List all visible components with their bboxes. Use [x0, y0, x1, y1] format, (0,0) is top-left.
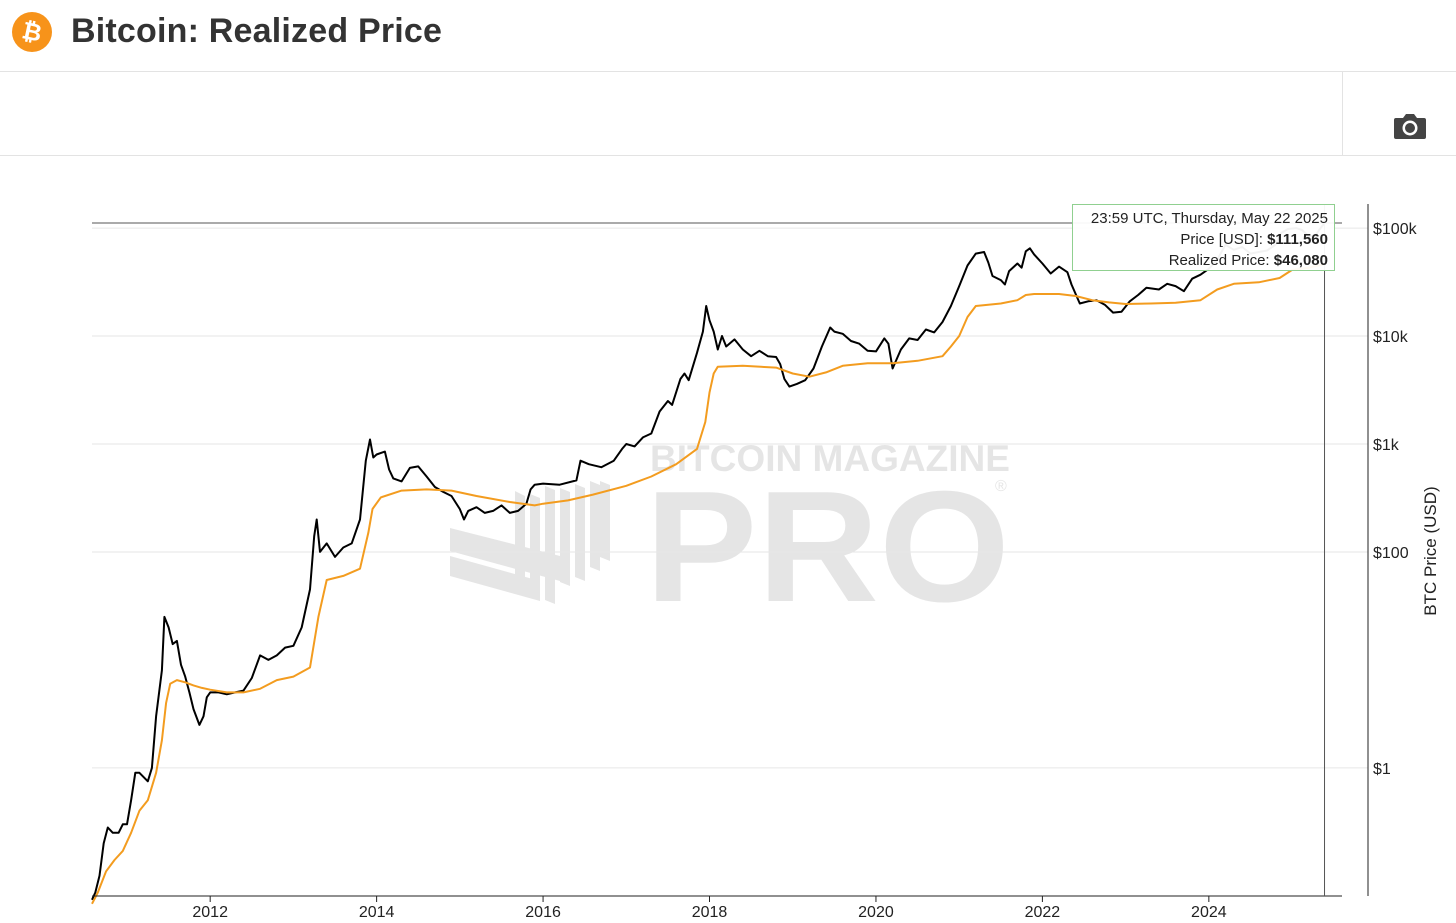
watermark-logo-icon	[450, 481, 610, 604]
tooltip-price: Price [USD]: $111,560	[1077, 229, 1328, 250]
x-tick-label: 2016	[525, 904, 561, 921]
y-tick-label: $10k	[1373, 329, 1409, 346]
realized-price-chart: BITCOIN MAGAZINE PRO ® $1 $100 $1k $10k $100…	[91, 204, 1440, 921]
page-header: ₿ Bitcoin: Realized Price	[0, 0, 1456, 72]
tooltip-realized-value: $46,080	[1273, 252, 1328, 269]
camera-icon[interactable]	[1393, 112, 1427, 140]
y-axis-label: BTC Price (USD)	[1421, 486, 1440, 615]
x-tick-label: 2022	[1025, 904, 1061, 921]
page-title: Bitcoin: Realized Price	[71, 12, 443, 50]
watermark: BITCOIN MAGAZINE PRO ®	[450, 438, 1010, 635]
toolbar-divider	[1342, 72, 1343, 156]
y-tick-label: $100	[1373, 545, 1409, 562]
watermark-line2: PRO	[645, 459, 1010, 635]
realized-price-line	[91, 263, 1325, 905]
data-series	[91, 222, 1326, 905]
tooltip-realized: Realized Price: $46,080	[1077, 250, 1328, 271]
tooltip-price-label: Price [USD]:	[1180, 231, 1268, 248]
watermark-line1: BITCOIN MAGAZINE	[650, 438, 1010, 479]
watermark-registered: ®	[995, 478, 1007, 495]
x-tick-label: 2012	[192, 904, 228, 921]
tooltip-realized-label: Realized Price:	[1168, 252, 1274, 269]
y-tick-label: $1k	[1373, 437, 1400, 454]
hover-tooltip: 23:59 UTC, Thursday, May 22 2025 Price […	[1072, 204, 1335, 271]
x-tick-label: 2018	[692, 904, 728, 921]
bitcoin-logo-icon: ₿	[12, 12, 52, 52]
x-tick-label: 2020	[858, 904, 894, 921]
tooltip-time: 23:59 UTC, Thursday, May 22 2025	[1090, 210, 1328, 227]
y-tick-label: $1	[1373, 761, 1391, 778]
tooltip-price-value: $111,560	[1267, 231, 1328, 248]
x-tick-label: 2014	[359, 904, 395, 921]
chart-toolbar	[0, 72, 1456, 156]
y-tick-label: $100k	[1373, 221, 1418, 238]
x-tick-label: 2024	[1191, 904, 1227, 921]
